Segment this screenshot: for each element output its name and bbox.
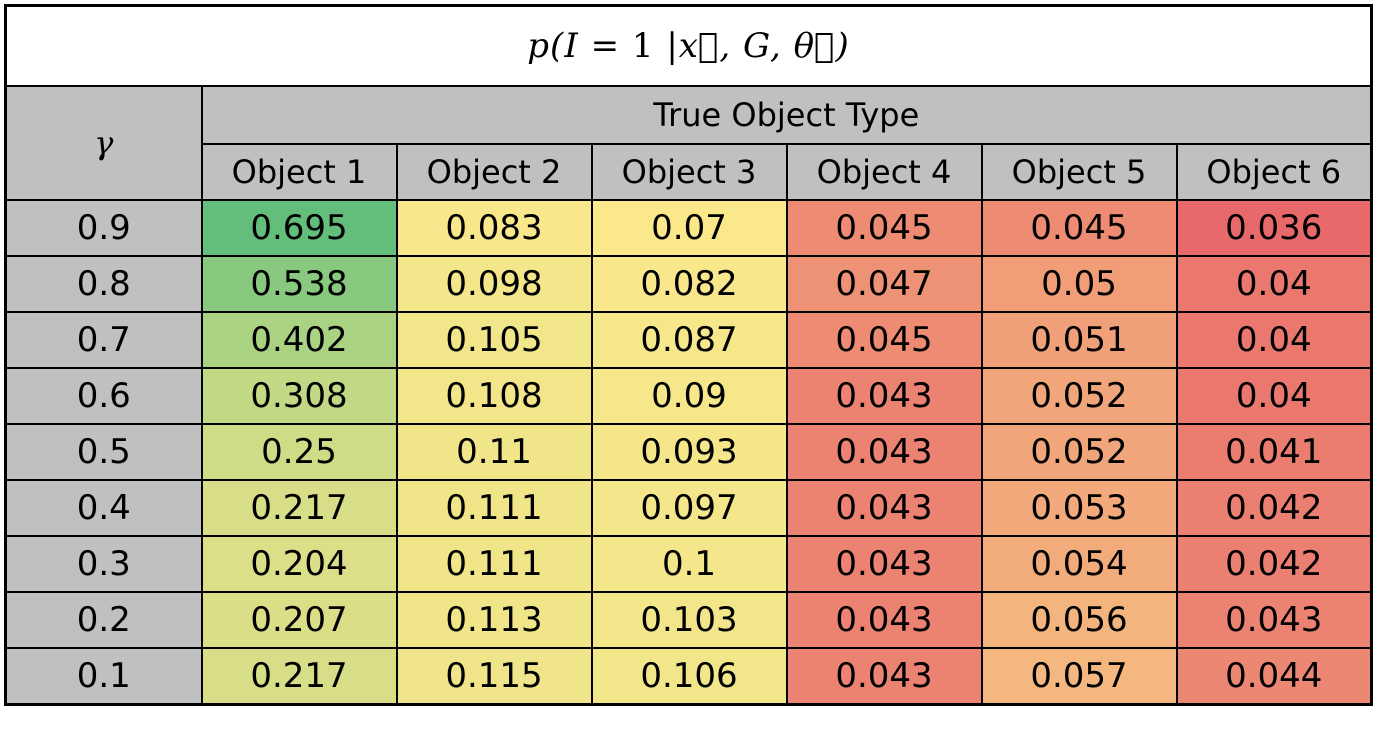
heatmap-cell: 0.093 <box>590 423 788 481</box>
heatmap-cell: 0.098 <box>395 255 593 313</box>
gamma-value: 0.1 <box>4 647 203 706</box>
heatmap-cell: 0.207 <box>200 591 398 649</box>
heatmap-cell: 0.036 <box>1175 199 1373 257</box>
heatmap-cell: 0.056 <box>980 591 1178 649</box>
true-object-type-header: True Object Type <box>200 85 1373 145</box>
heatmap-cell: 0.105 <box>395 311 593 369</box>
heatmap-cell: 0.045 <box>785 311 983 369</box>
heatmap-cell: 0.04 <box>1175 311 1373 369</box>
heatmap-cell: 0.044 <box>1175 647 1373 706</box>
heatmap-cell: 0.111 <box>395 479 593 537</box>
heatmap-cell: 0.052 <box>980 367 1178 425</box>
heatmap-cell: 0.1 <box>590 535 788 593</box>
column-header-2: Object 2 <box>395 143 593 201</box>
table-row: 0.5 0.25 0.11 0.093 0.043 0.052 0.041 <box>4 423 1373 481</box>
table-row: 0.4 0.217 0.111 0.097 0.043 0.053 0.042 <box>4 479 1373 537</box>
heatmap-cell: 0.115 <box>395 647 593 706</box>
gamma-header: γ <box>4 85 203 201</box>
table-row: 0.2 0.207 0.113 0.103 0.043 0.056 0.043 <box>4 591 1373 649</box>
heatmap-cell: 0.043 <box>785 591 983 649</box>
group-header-row: γ True Object Type <box>4 85 1373 201</box>
table-row: 0.7 0.402 0.105 0.087 0.045 0.051 0.04 <box>4 311 1373 369</box>
heatmap-cell: 0.204 <box>200 535 398 593</box>
probability-heatmap-table: p(I = 1 |x⃗, G, θ⃗) γ True Object Type O… <box>4 4 1374 706</box>
heatmap-cell: 0.11 <box>395 423 593 481</box>
heatmap-cell: 0.043 <box>785 367 983 425</box>
heatmap-cell: 0.05 <box>980 255 1178 313</box>
heatmap-cell: 0.103 <box>590 591 788 649</box>
gamma-value: 0.9 <box>4 199 203 257</box>
column-header-4: Object 4 <box>785 143 983 201</box>
gamma-value: 0.2 <box>4 591 203 649</box>
heatmap-cell: 0.087 <box>590 311 788 369</box>
table-row: 0.8 0.538 0.098 0.082 0.047 0.05 0.04 <box>4 255 1373 313</box>
table-row: 0.9 0.695 0.083 0.07 0.045 0.045 0.036 <box>4 199 1373 257</box>
probability-table-figure: p(I = 1 |x⃗, G, θ⃗) γ True Object Type O… <box>4 4 1374 722</box>
heatmap-cell: 0.04 <box>1175 367 1373 425</box>
title-row: p(I = 1 |x⃗, G, θ⃗) <box>4 4 1373 87</box>
heatmap-cell: 0.083 <box>395 199 593 257</box>
heatmap-cell: 0.043 <box>785 423 983 481</box>
heatmap-cell: 0.054 <box>980 535 1178 593</box>
column-header-3: Object 3 <box>590 143 788 201</box>
heatmap-cell: 0.082 <box>590 255 788 313</box>
heatmap-cell: 0.25 <box>200 423 398 481</box>
heatmap-cell: 0.106 <box>590 647 788 706</box>
heatmap-cell: 0.043 <box>1175 591 1373 649</box>
column-header-5: Object 5 <box>980 143 1178 201</box>
heatmap-cell: 0.041 <box>1175 423 1373 481</box>
heatmap-cell: 0.695 <box>200 199 398 257</box>
heatmap-cell: 0.308 <box>200 367 398 425</box>
heatmap-cell: 0.045 <box>785 199 983 257</box>
heatmap-cell: 0.07 <box>590 199 788 257</box>
heatmap-cell: 0.043 <box>785 535 983 593</box>
heatmap-cell: 0.04 <box>1175 255 1373 313</box>
table-row: 0.6 0.308 0.108 0.09 0.043 0.052 0.04 <box>4 367 1373 425</box>
heatmap-cell: 0.402 <box>200 311 398 369</box>
gamma-value: 0.5 <box>4 423 203 481</box>
heatmap-cell: 0.217 <box>200 647 398 706</box>
heatmap-cell: 0.043 <box>785 479 983 537</box>
heatmap-cell: 0.052 <box>980 423 1178 481</box>
heatmap-cell: 0.045 <box>980 199 1178 257</box>
heatmap-cell: 0.113 <box>395 591 593 649</box>
heatmap-cell: 0.053 <box>980 479 1178 537</box>
gamma-value: 0.6 <box>4 367 203 425</box>
table-row: 0.1 0.217 0.115 0.106 0.043 0.057 0.044 <box>4 647 1373 706</box>
heatmap-cell: 0.042 <box>1175 479 1373 537</box>
probability-formula: p(I = 1 |x⃗, G, θ⃗) <box>527 26 850 66</box>
heatmap-cell: 0.057 <box>980 647 1178 706</box>
heatmap-cell: 0.538 <box>200 255 398 313</box>
column-header-1: Object 1 <box>200 143 398 201</box>
gamma-value: 0.8 <box>4 255 203 313</box>
column-header-row: Object 1 Object 2 Object 3 Object 4 Object 5… <box>6 143 1373 201</box>
heatmap-cell: 0.043 <box>785 647 983 706</box>
heatmap-cell: 0.051 <box>980 311 1178 369</box>
gamma-value: 0.7 <box>4 311 203 369</box>
column-header-6: Object 6 <box>1175 143 1373 201</box>
heatmap-cell: 0.108 <box>395 367 593 425</box>
gamma-value: 0.4 <box>4 479 203 537</box>
heatmap-cell: 0.097 <box>590 479 788 537</box>
table-row: 0.3 0.204 0.111 0.1 0.043 0.054 0.042 <box>4 535 1373 593</box>
heatmap-cell: 0.047 <box>785 255 983 313</box>
table-title: p(I = 1 |x⃗, G, θ⃗) <box>4 4 1373 87</box>
heatmap-cell: 0.042 <box>1175 535 1373 593</box>
gamma-value: 0.3 <box>4 535 203 593</box>
heatmap-cell: 0.111 <box>395 535 593 593</box>
heatmap-cell: 0.09 <box>590 367 788 425</box>
heatmap-cell: 0.217 <box>200 479 398 537</box>
